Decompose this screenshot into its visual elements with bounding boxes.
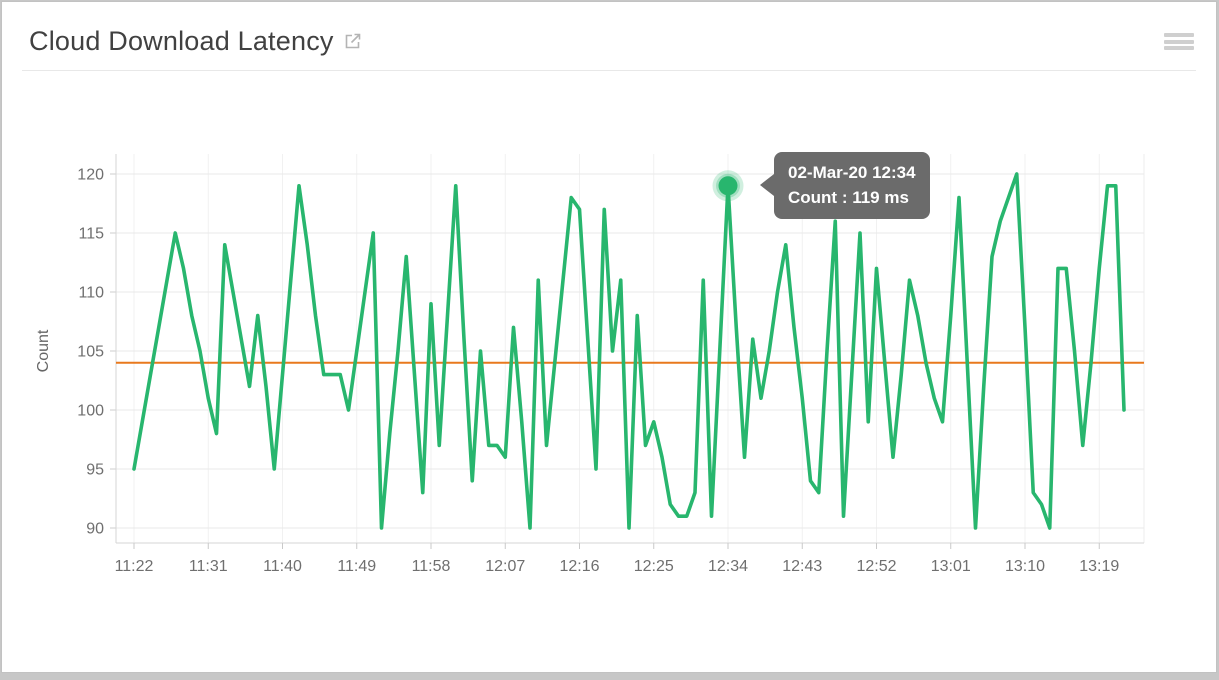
x-tick-label: 11:40 <box>263 558 302 575</box>
open-in-new-icon[interactable] <box>344 32 362 55</box>
hamburger-bar <box>1164 39 1194 44</box>
hamburger-menu-icon[interactable] <box>1164 33 1194 53</box>
tooltip-date: 02-Mar-20 12:34 <box>788 163 916 182</box>
hamburger-bar <box>1164 33 1194 37</box>
x-tick-label: 12:52 <box>856 558 896 575</box>
tooltip-value: Count : 119 ms <box>788 188 909 207</box>
widget-header: Cloud Download Latency <box>2 2 1216 70</box>
x-tick-label: 12:34 <box>708 558 748 575</box>
x-tick-label: 13:19 <box>1079 558 1119 575</box>
x-tick-label: 13:01 <box>931 558 971 575</box>
y-tick-label: 120 <box>77 167 104 184</box>
x-tick-label: 13:10 <box>1005 558 1045 575</box>
page-title: Cloud Download Latency <box>29 26 334 56</box>
highlight-dot[interactable] <box>718 176 738 196</box>
y-tick-label: 90 <box>86 521 104 538</box>
y-axis-title: Count <box>35 329 52 372</box>
series-line[interactable] <box>132 172 1126 530</box>
y-tick-label: 95 <box>86 462 104 479</box>
y-tick-label: 115 <box>78 226 104 243</box>
x-tick-label: 11:22 <box>115 558 154 575</box>
header-divider <box>22 70 1196 71</box>
y-tick-label: 110 <box>78 285 104 302</box>
y-tick-label: 105 <box>77 344 104 361</box>
x-tick-label: 11:49 <box>337 558 376 575</box>
x-tick-label: 11:58 <box>412 558 451 575</box>
chart-tooltip: 02-Mar-20 12:34 Count : 119 ms <box>760 152 930 219</box>
x-tick-label: 12:25 <box>634 558 674 575</box>
y-tick-label: 100 <box>77 403 104 420</box>
hamburger-bar <box>1164 46 1194 50</box>
title-wrap: Cloud Download Latency <box>29 26 362 57</box>
x-tick-label: 12:07 <box>485 558 525 575</box>
x-tick-label: 12:43 <box>782 558 822 575</box>
x-tick-label: 12:16 <box>559 558 599 575</box>
x-tick-label: 11:31 <box>189 558 228 575</box>
